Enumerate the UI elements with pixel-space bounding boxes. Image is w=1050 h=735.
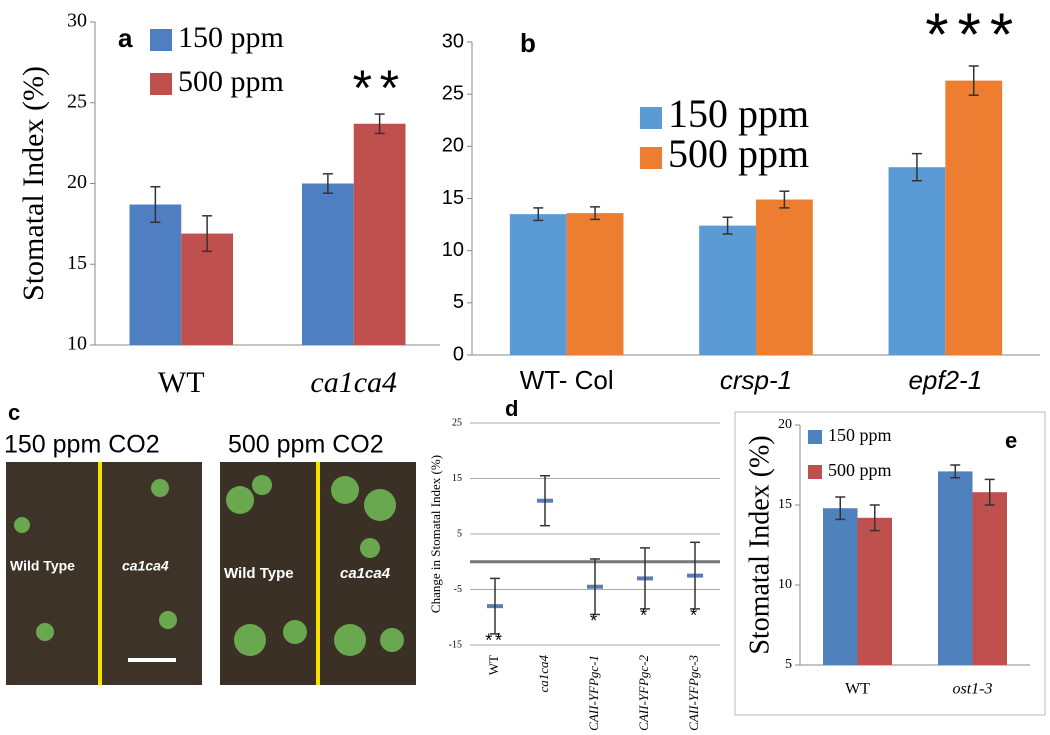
y-tick-label: 5 (457, 528, 462, 539)
y-tick-label: 15 (452, 473, 462, 484)
legend-label: 500 ppm (828, 460, 892, 480)
bar (181, 233, 233, 345)
x-tick-label: WT- Col (520, 365, 614, 395)
legend-swatch (808, 465, 822, 479)
photo (6, 462, 202, 685)
bar (857, 517, 892, 665)
bar (756, 199, 813, 355)
photo-label: Wild Type (10, 558, 75, 574)
y-tick-label: 20 (442, 135, 464, 157)
x-tick-label: CAII-YFPgc-2 (636, 655, 651, 731)
x-tick-label: epf2-1 (908, 365, 982, 395)
y-tick-label: -15 (449, 639, 462, 650)
y-tick-label: 5 (785, 657, 792, 672)
panel-label: b (520, 28, 536, 58)
y-tick-label: 0 (453, 343, 464, 365)
legend-label: 500 ppm (178, 65, 284, 98)
panel-label: d (505, 396, 518, 421)
legend-label: 500 ppm (668, 131, 809, 176)
y-axis-label: Stomatal Index (%) (17, 66, 50, 301)
significance: * (640, 606, 650, 626)
photo-label: Wild Type (224, 565, 294, 582)
y-tick-label: 25 (442, 82, 464, 104)
photo-title: 150 ppm CO2 (4, 431, 160, 459)
x-tick-label: CAII-YFPgc-1 (586, 655, 601, 731)
significance: * (590, 611, 600, 631)
bar (823, 508, 858, 665)
legend-swatch (150, 73, 172, 95)
significance: ** (353, 60, 407, 116)
legend-swatch (640, 107, 662, 129)
legend-swatch (808, 430, 822, 444)
bar (888, 167, 946, 355)
legend-label: 150 ppm (178, 21, 284, 54)
bar (509, 214, 567, 355)
bar (129, 204, 182, 345)
y-tick-label: 10 (67, 333, 87, 355)
y-tick-label: -5 (454, 584, 462, 595)
x-tick-label: WT (158, 366, 205, 399)
y-tick-label: 25 (452, 417, 462, 428)
y-tick-label: 5 (453, 291, 464, 313)
photo-label: ca1ca4 (340, 565, 391, 582)
y-tick-label: 30 (67, 10, 87, 32)
y-tick-label: 20 (778, 417, 792, 432)
y-axis-label: Stomatal Index (%) (744, 435, 775, 654)
plants (14, 475, 404, 656)
x-tick-label: ost1-3 (953, 681, 993, 698)
y-tick-label: 15 (442, 187, 464, 209)
legend-label: 150 ppm (668, 91, 809, 136)
y-tick-label: 25 (67, 90, 87, 112)
y-tick-label: 20 (67, 171, 87, 193)
photo-title: 500 ppm CO2 (228, 431, 384, 459)
photo-panel: c 150 ppm CO2 500 ppm CO2 Wild Type ca1c… (4, 400, 416, 685)
panel-label: c (8, 400, 20, 425)
y-axis-label: Change in Stomatal Index (%) (428, 455, 443, 613)
panel-label: e (1005, 428, 1017, 453)
photo-label: ca1ca4 (122, 558, 169, 574)
y-tick-label: 30 (442, 30, 464, 52)
panel-label: a (118, 23, 133, 53)
x-tick-label: WT (486, 655, 501, 675)
significance: * (690, 606, 700, 626)
y-tick-label: 10 (778, 577, 792, 592)
bar (972, 492, 1007, 665)
x-tick-label: ca1ca4 (310, 366, 397, 399)
x-tick-label: crsp-1 (720, 365, 792, 395)
significance: *** (925, 1, 1022, 68)
legend-swatch (640, 147, 662, 169)
y-tick-label: 15 (67, 252, 87, 274)
x-tick-label: ca1ca4 (536, 655, 551, 693)
legend-label: 150 ppm (828, 425, 892, 445)
bar (353, 123, 406, 346)
bar (566, 213, 624, 355)
panel-frame (734, 411, 1046, 716)
x-tick-label: WT (845, 681, 870, 698)
bar (699, 225, 756, 355)
bar (945, 80, 1003, 355)
legend-swatch (150, 29, 172, 51)
significance: ** (485, 631, 504, 651)
y-tick-label: 15 (778, 497, 792, 512)
x-tick-label: CAII-YFPgc-3 (686, 655, 701, 731)
bar (302, 183, 354, 345)
bar (938, 471, 973, 665)
y-tick-label: 10 (442, 239, 464, 261)
